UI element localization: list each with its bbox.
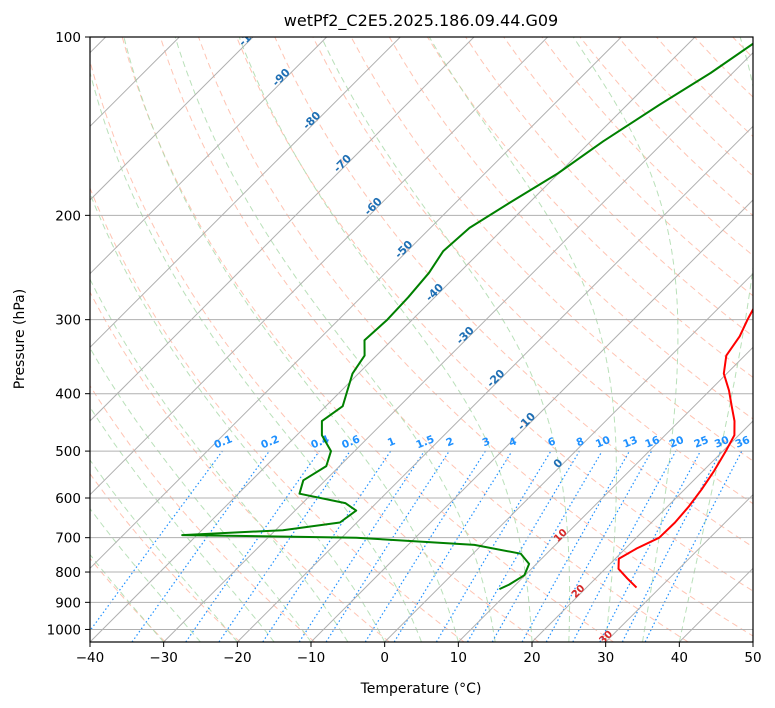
moist-adiabat	[123, 37, 459, 642]
y-axis-label: Pressure (hPa)	[12, 289, 28, 389]
moist-adiabat	[90, 406, 275, 642]
dry-adiabat	[465, 37, 753, 338]
moist-adiabat	[678, 37, 753, 642]
dry-adiabat	[121, 37, 614, 642]
isotherm	[90, 37, 696, 642]
isotherm	[90, 37, 401, 349]
moist-adiabat	[90, 507, 201, 642]
mixing-ratio-line	[521, 450, 631, 642]
mixing-ratio-label: 2	[444, 435, 455, 449]
dewpoint-profile	[181, 42, 753, 591]
moist-adiabat	[572, 37, 679, 642]
isotherm	[605, 493, 753, 642]
mixing-ratio-line	[298, 450, 425, 642]
mixing-ratio-line	[262, 450, 392, 642]
x-tick-label: 0	[380, 650, 389, 666]
mixing-ratio-line	[572, 450, 677, 642]
dry-adiabat	[159, 37, 689, 642]
mixing-ratio-label: 30	[713, 434, 731, 451]
dry-adiabat	[236, 37, 753, 592]
isotherm	[90, 37, 475, 422]
mixing-ratio-line	[325, 450, 450, 642]
plot-frame	[89, 36, 754, 643]
moist-adiabat	[90, 70, 422, 642]
dry-adiabat	[90, 384, 316, 642]
dry-adiabat	[90, 59, 540, 642]
moist-adiabat	[90, 553, 165, 642]
mixing-ratio-line	[545, 450, 653, 642]
mixing-ratio-line	[218, 450, 351, 642]
y-tick-label: 900	[55, 595, 81, 611]
dry-adiabat	[350, 37, 753, 462]
y-tick-label: 600	[55, 491, 81, 507]
moist-adiabat	[90, 459, 238, 642]
temperature-profile	[617, 307, 753, 589]
x-tick-label: 10	[450, 650, 467, 666]
moist-adiabat	[174, 37, 496, 642]
moist-adiabat	[428, 37, 617, 642]
mixing-ratio-line	[90, 450, 223, 632]
x-tick-label: −40	[76, 650, 105, 666]
mixing-ratio-label: 1	[386, 435, 397, 449]
isotherm	[384, 272, 753, 642]
dry-adiabat	[90, 291, 390, 642]
y-tick-label: 500	[55, 444, 81, 460]
dry-adiabat	[274, 37, 753, 548]
moist-adiabat	[90, 192, 386, 642]
dry-adiabat	[426, 37, 753, 378]
dry-adiabat	[388, 37, 753, 420]
sounding-profiles	[181, 42, 753, 591]
mixing-ratio-label: 36	[734, 434, 752, 451]
y-axis: 100 200 300 400 500 600 700 800 900 1000	[47, 30, 90, 638]
y-tick-label: 300	[55, 313, 81, 329]
mixing-ratio-line	[644, 450, 743, 642]
x-axis: −40 −30 −20 −10 0 10 20 30 40 50	[76, 642, 762, 666]
mixing-ratio-label: 3	[481, 435, 492, 449]
mixing-ratio-line	[185, 450, 320, 642]
mixing-ratio-label: 10	[594, 434, 612, 451]
mixing-ratio-label: 4	[507, 435, 518, 449]
dry-adiabat-label: -100	[236, 20, 265, 49]
mixing-ratio-label: 20	[668, 434, 686, 451]
dry-adiabat	[90, 186, 465, 642]
mixing-ratio-line	[393, 450, 513, 642]
moist-adiabat	[238, 37, 533, 642]
isotherm	[90, 37, 549, 496]
mixing-ratio-label: 25	[692, 434, 710, 451]
y-tick-label: 100	[55, 30, 81, 46]
x-tick-label: −30	[149, 650, 178, 666]
x-tick-label: −20	[223, 650, 252, 666]
mixing-ratio-label: 6	[546, 435, 557, 449]
y-tick-label: 200	[55, 208, 81, 224]
isotherm	[457, 346, 753, 642]
mixing-ratio-label: 8	[575, 435, 586, 449]
x-axis-label: Temperature (°C)	[360, 681, 482, 697]
x-tick-label: 40	[671, 650, 688, 666]
isotherm	[90, 37, 622, 570]
dry-adiabat	[503, 37, 753, 297]
isotherm	[531, 420, 753, 642]
moist-adiabat	[320, 37, 571, 642]
mixing-ratio-label: 13	[621, 434, 639, 451]
dry-adiabat	[312, 37, 753, 505]
isotherm	[90, 37, 254, 201]
isotherm	[90, 37, 328, 275]
moist-adiabat	[90, 278, 349, 642]
mixing-ratio-line	[131, 450, 270, 642]
isotherm	[163, 51, 753, 642]
isotherm	[236, 125, 753, 642]
chart-title: wetPf2_C2E5.2025.186.09.44.G09	[284, 11, 558, 31]
y-tick-label: 1000	[47, 622, 81, 638]
x-tick-label: −10	[297, 650, 326, 666]
x-tick-label: 20	[523, 650, 540, 666]
mixing-ratio-label: 16	[643, 434, 661, 451]
x-tick-label: 50	[744, 650, 761, 666]
y-tick-label: 400	[55, 387, 81, 403]
y-tick-label: 800	[55, 565, 81, 581]
dry-adiabat	[90, 472, 241, 642]
y-tick-label: 700	[55, 531, 81, 547]
x-tick-label: 30	[597, 650, 614, 666]
